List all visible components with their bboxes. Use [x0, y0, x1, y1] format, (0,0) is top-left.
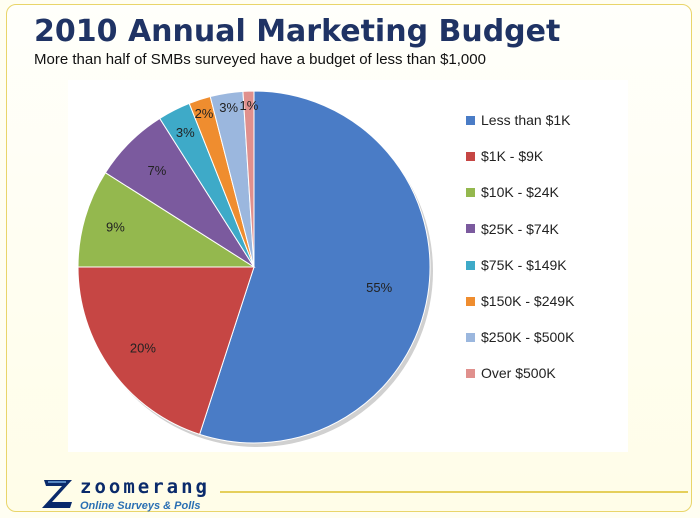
legend-label: $150K - $249K: [481, 293, 575, 309]
pie-label-over-500k: 1%: [240, 98, 259, 113]
pie-label-75k-149k: 3%: [176, 125, 195, 140]
slide-title: 2010 Annual Marketing Budget: [34, 14, 561, 49]
pie-label-25k-74k: 7%: [148, 163, 167, 178]
pie-chart: 55%20%9%7%3%2% 3% 1%: [77, 90, 433, 447]
logo-wordmark: zoomerang: [80, 476, 210, 498]
pie-slice-10k-24k: [77, 172, 256, 268]
slide-subtitle: More than half of SMBs surveyed have a b…: [34, 51, 486, 68]
legend-swatch: [466, 151, 475, 161]
legend-item-25k-74k: $25K - $74K: [466, 221, 559, 241]
zoomerang-z-icon: [42, 480, 72, 508]
logo-tagline: Online Surveys & Polls: [80, 500, 201, 512]
legend-label: $10K - $24K: [481, 184, 559, 201]
pie-label-150k-249k: 2%: [195, 106, 214, 121]
pie-label-less-than-1k: 55%: [366, 280, 392, 295]
pie-label-10k-24k: 9%: [106, 220, 125, 235]
legend-item-1k-9k: $1K - $9K: [466, 148, 543, 168]
legend-item-150k-249k: $150K - $249K: [466, 293, 574, 313]
legend-label: $75K - $149K: [481, 256, 567, 273]
pie-slice-over-500k: [242, 90, 255, 268]
legend-item-250k-500k: $250K - $500K: [466, 329, 574, 349]
legend-swatch: [466, 369, 475, 379]
legend-item-75k-149k: $75K - $149K: [466, 257, 567, 277]
legend-label: Over $500K: [481, 365, 556, 382]
legend-item-over-500k: Over $500K: [466, 365, 556, 385]
pie-slice-1k-9k: [77, 266, 255, 436]
legend-swatch: [466, 260, 475, 270]
legend-item-less-than-1k: Less than $1K: [466, 112, 571, 132]
legend-label: $1K - $9K: [481, 148, 544, 165]
chart-area: 55% 20% 9% 7% 3% 2% 3% 1% Less than $1K $1K - $9…: [68, 80, 628, 452]
legend-item-10k-24k: $10K - $24K: [466, 184, 559, 204]
legend-swatch: [466, 188, 475, 198]
legend-swatch: [466, 332, 475, 342]
legend-label: $25K - $74K: [481, 220, 559, 237]
pie-label-250k-500k: 3%: [219, 100, 238, 115]
legend-swatch: [466, 296, 475, 306]
legend-label: Less than $1K: [481, 112, 571, 128]
legend-swatch: [466, 224, 475, 234]
pie-slice-less-than-1k: [198, 90, 431, 444]
pie-label-1k-9k: 20%: [130, 341, 156, 356]
footer-divider: [220, 491, 688, 493]
legend-label: $250K - $500K: [481, 329, 575, 346]
legend-swatch: [466, 115, 475, 125]
